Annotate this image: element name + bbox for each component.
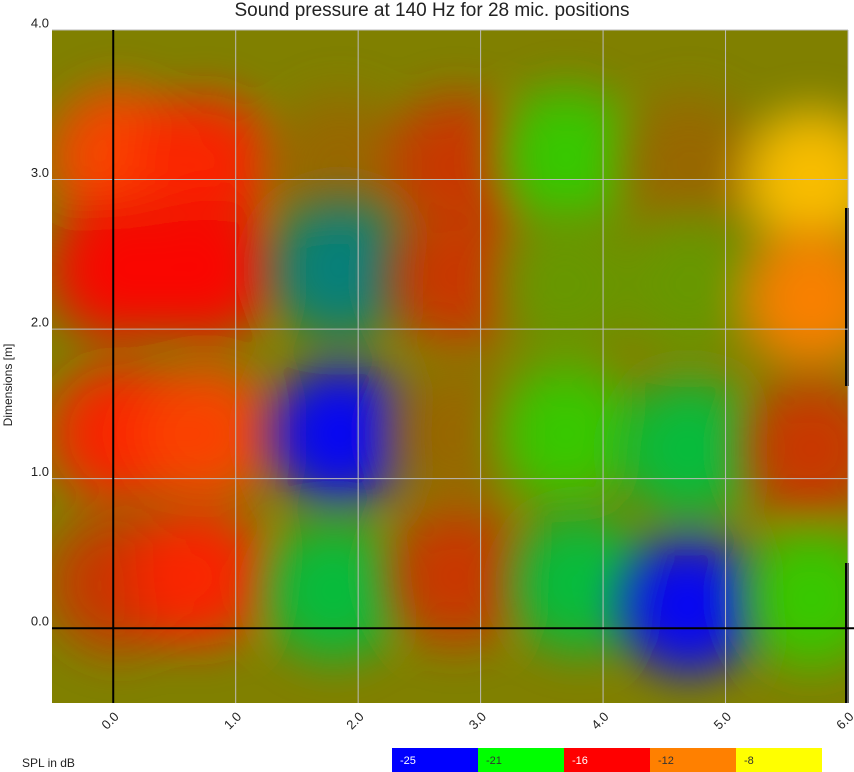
- mic-point: [110, 174, 301, 365]
- mic-point: [716, 353, 848, 544]
- y-axis-label: Dimensions [m]: [1, 344, 15, 427]
- heat-field: [52, 62, 848, 701]
- legend-swatch: [478, 748, 564, 772]
- legend-label: -25: [400, 755, 416, 767]
- legend-swatch: [392, 748, 478, 772]
- plot-area: [52, 30, 848, 703]
- legend-title: SPL in dB: [22, 756, 75, 770]
- x-tick-label: 6.0: [833, 709, 854, 732]
- mic-point: [716, 503, 848, 694]
- y-tick-label: 4.0: [31, 15, 49, 30]
- x-tick-label: 2.0: [343, 709, 366, 732]
- mic-point: [716, 204, 848, 395]
- mic-point: [110, 338, 301, 529]
- side-bar: [845, 563, 849, 703]
- y-tick-label: 1.0: [31, 464, 49, 479]
- side-bar: [845, 208, 849, 386]
- x-tick-label: 0.0: [98, 709, 121, 732]
- x-tick-label: 5.0: [711, 709, 734, 732]
- legend-swatch: [564, 748, 650, 772]
- x-tick-label: 1.0: [221, 709, 244, 732]
- legend-label: -12: [658, 755, 674, 767]
- y-tick-label: 3.0: [31, 165, 49, 180]
- x-tick-label: 3.0: [466, 709, 489, 732]
- legend-label: -8: [744, 755, 754, 767]
- legend-swatch: [736, 748, 822, 772]
- chart-title: Sound pressure at 140 Hz for 28 mic. pos…: [235, 0, 630, 21]
- legend-label: -21: [486, 755, 502, 767]
- y-tick-label: 0.0: [31, 614, 49, 629]
- legend-swatch: [650, 748, 736, 772]
- legend-label: -16: [572, 755, 588, 767]
- x-tick-label: 4.0: [588, 709, 611, 732]
- y-tick-label: 2.0: [31, 315, 49, 330]
